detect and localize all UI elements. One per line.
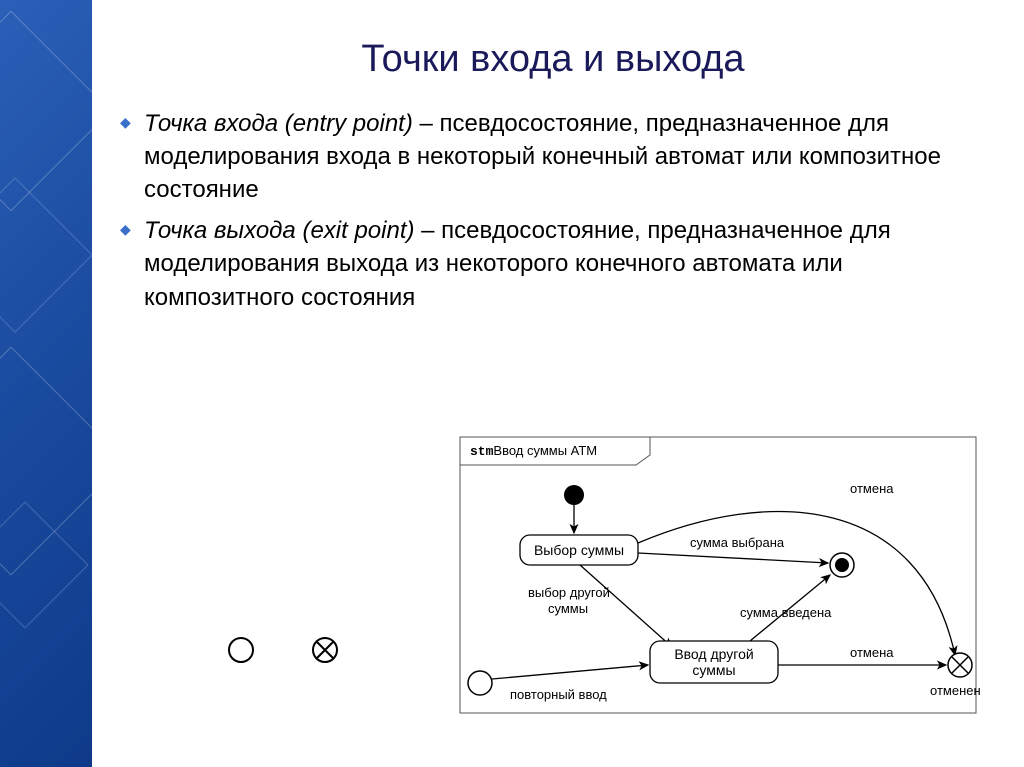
svg-text:сумма выбрана: сумма выбрана xyxy=(690,535,785,550)
svg-text:stmВвод суммы ATM: stmВвод суммы ATM xyxy=(470,443,597,459)
bullet-entry-point: Точка входа (entry point) – псевдосостоя… xyxy=(116,107,990,206)
svg-text:сумма введена: сумма введена xyxy=(740,605,832,620)
exit-point-icon xyxy=(310,635,340,665)
svg-text:Ввод другой: Ввод другой xyxy=(674,646,753,662)
term-exit: Точка выхода (exit point) xyxy=(144,217,415,244)
svg-text:выбор другой: выбор другой xyxy=(528,585,610,600)
decorative-sidebar xyxy=(0,0,92,767)
svg-text:повторный ввод: повторный ввод xyxy=(510,687,607,702)
svg-text:отмена: отмена xyxy=(850,645,894,660)
svg-text:Выбор суммы: Выбор суммы xyxy=(534,542,624,558)
svg-text:суммы: суммы xyxy=(692,662,735,678)
state-machine-diagram: stmВвод суммы ATM Выбор суммы отмена сум… xyxy=(450,425,990,725)
entry-point-icon xyxy=(226,635,256,665)
legend-symbols xyxy=(226,635,340,665)
term-entry: Точка входа (entry point) xyxy=(144,110,413,137)
svg-text:отменен: отменен xyxy=(930,683,981,698)
svg-text:суммы: суммы xyxy=(548,601,588,616)
bullet-exit-point: Точка выхода (exit point) – псевдосостоя… xyxy=(116,214,990,313)
page-title: Точки входа и выхода xyxy=(116,38,990,81)
svg-text:отмена: отмена xyxy=(850,481,894,496)
definition-list: Точка входа (entry point) – псевдосостоя… xyxy=(116,107,990,314)
